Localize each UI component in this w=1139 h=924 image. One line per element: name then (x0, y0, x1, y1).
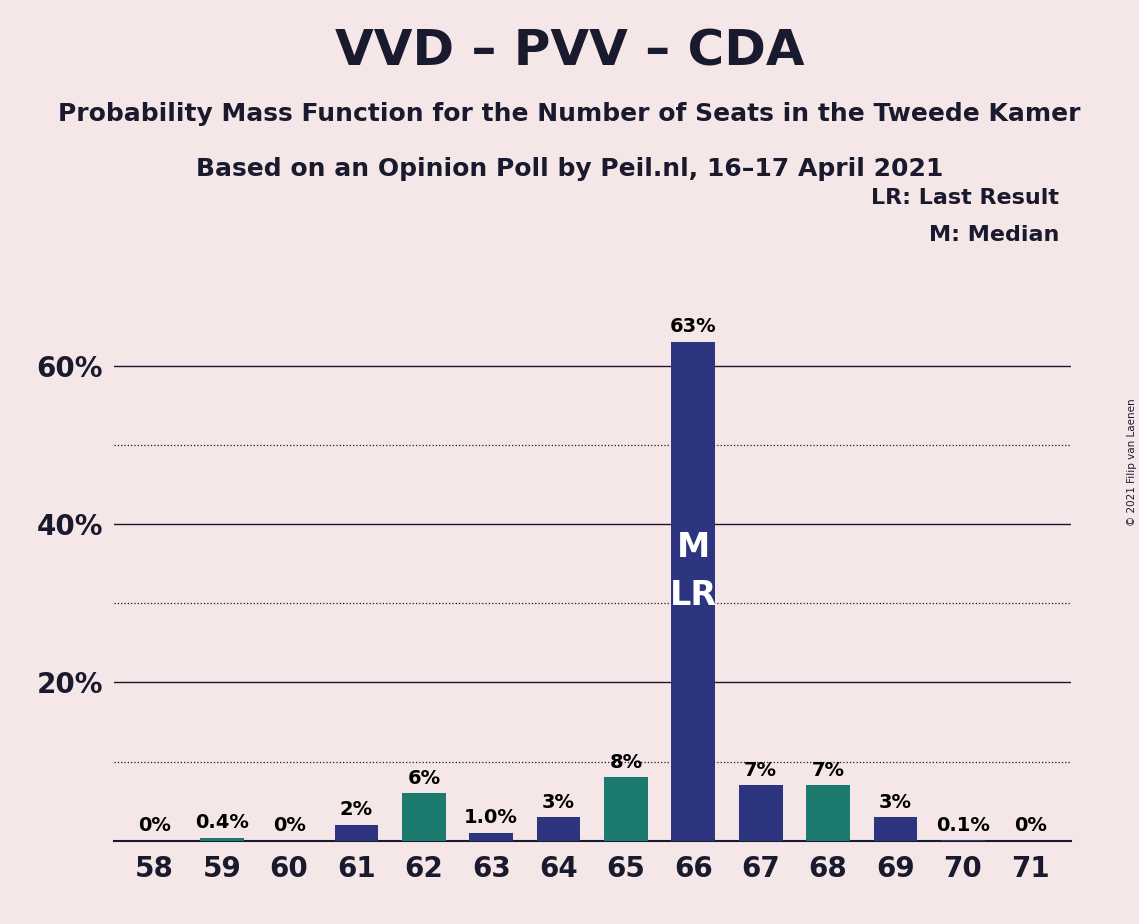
Text: 8%: 8% (609, 753, 642, 772)
Text: 0.1%: 0.1% (936, 816, 990, 834)
Text: 0%: 0% (138, 816, 171, 835)
Text: 3%: 3% (879, 793, 912, 811)
Text: M: M (677, 531, 710, 565)
Text: 2%: 2% (339, 800, 372, 820)
Bar (469, 833, 513, 841)
Text: M: Median: M: Median (929, 225, 1059, 245)
Text: Based on an Opinion Poll by Peil.nl, 16–17 April 2021: Based on an Opinion Poll by Peil.nl, 16–… (196, 157, 943, 181)
Text: Probability Mass Function for the Number of Seats in the Tweede Kamer: Probability Mass Function for the Number… (58, 102, 1081, 126)
Bar (335, 825, 378, 841)
Bar (402, 794, 445, 841)
Bar (672, 342, 715, 841)
Text: 0.4%: 0.4% (195, 813, 248, 833)
Text: 7%: 7% (812, 760, 845, 780)
Bar (806, 785, 850, 841)
Text: 7%: 7% (744, 760, 777, 780)
Text: 0%: 0% (1014, 816, 1047, 835)
Text: LR: LR (670, 578, 716, 612)
Bar (739, 785, 782, 841)
Text: 0%: 0% (272, 816, 305, 835)
Text: LR: Last Result: LR: Last Result (871, 188, 1059, 208)
Text: 6%: 6% (408, 769, 441, 788)
Text: © 2021 Filip van Laenen: © 2021 Filip van Laenen (1126, 398, 1137, 526)
Bar (874, 817, 917, 841)
Text: VVD – PVV – CDA: VVD – PVV – CDA (335, 28, 804, 76)
Bar (536, 817, 581, 841)
Text: 3%: 3% (542, 793, 575, 811)
Bar (604, 777, 648, 841)
Bar (199, 838, 244, 841)
Text: 1.0%: 1.0% (465, 808, 518, 827)
Text: 63%: 63% (670, 317, 716, 336)
